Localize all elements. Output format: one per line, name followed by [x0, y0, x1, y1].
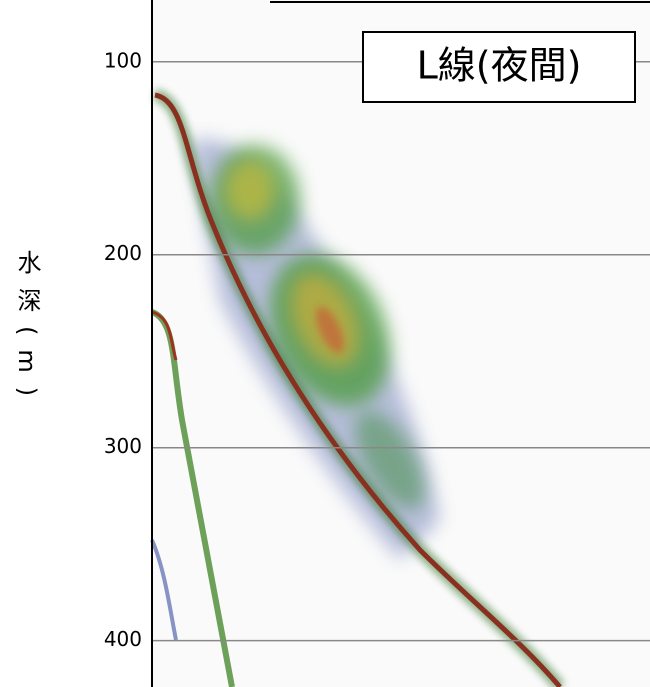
y-tick-label: 200 [104, 241, 142, 265]
y-tick-label: 100 [104, 48, 142, 72]
y-tick-label: 300 [104, 434, 142, 458]
plot-area [152, 0, 650, 687]
chart: 100 200 300 400 L線(夜間) [0, 0, 650, 687]
figure: 100 200 300 400 L線(夜間) 水深(m) [0, 0, 650, 687]
y-axis-label: 水深(m) [10, 250, 45, 410]
annotation: L線(夜間) [417, 44, 582, 88]
y-tick-label: 400 [104, 627, 142, 651]
